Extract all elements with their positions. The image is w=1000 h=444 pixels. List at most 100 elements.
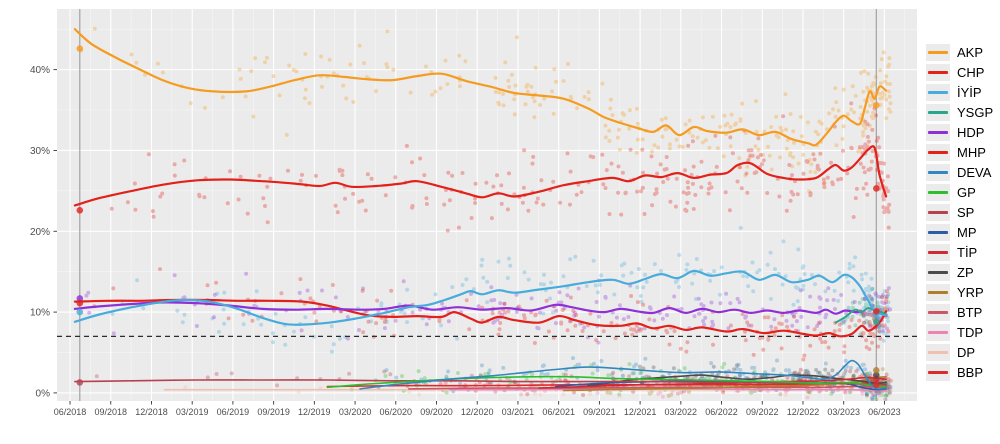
legend-item-TDP: TDP	[926, 324, 993, 341]
legend-label: GP	[957, 185, 976, 200]
trend-line-ZP	[587, 374, 887, 387]
legend-item-BBP: BBP	[926, 364, 993, 381]
legend-item-CHP: CHP	[926, 64, 993, 81]
scatter-AKP	[79, 26, 893, 194]
axis-ticks	[53, 69, 885, 405]
result-dot-MHP	[873, 308, 880, 315]
legend-swatch-DEVA	[928, 171, 948, 174]
legend-item-HDP: HDP	[926, 124, 993, 141]
legend-swatch-MHP	[928, 151, 948, 154]
legend-item-YRP: YRP	[926, 284, 993, 301]
legend-key-SP	[926, 204, 950, 221]
result-dot-HDP	[76, 295, 84, 302]
legend-label: BTP	[957, 305, 983, 320]
result-dot-İYİP	[76, 308, 84, 316]
legend-item-MHP: MHP	[926, 144, 993, 161]
legend-item-SP: SP	[926, 204, 993, 221]
legend-swatch-ZP	[928, 271, 948, 274]
legend-item-AKP: AKP	[926, 44, 993, 61]
x-tick-label: 09/2020	[420, 407, 453, 417]
legend-key-ZP	[926, 264, 950, 281]
x-tick-label: 06/2020	[380, 407, 413, 417]
y-tick-label: 30%	[30, 146, 50, 157]
y-tick-label: 20%	[30, 227, 50, 238]
legend-swatch-BBP	[928, 371, 948, 374]
x-tick-label: 09/2021	[583, 407, 616, 417]
legend-label: TİP	[957, 245, 978, 260]
legend-label: YRP	[957, 285, 984, 300]
legend-label: İYİP	[957, 85, 982, 100]
legend-key-İYİP	[926, 84, 950, 101]
legend-label: DP	[957, 345, 976, 360]
result-dot-CHP	[873, 185, 880, 192]
trend-line-YSGP	[834, 307, 888, 324]
polling-scatter-chart: 06/2018 09/2018 12/2018 03/2019 06/2019 09/20…	[30, 9, 917, 417]
x-tick-label: 06/2018	[54, 407, 87, 417]
legend-key-TİP	[926, 244, 950, 261]
x-tick-label: 03/2021	[502, 407, 535, 417]
legend-swatch-YRP	[928, 291, 948, 294]
x-tick-label: 09/2018	[95, 407, 128, 417]
legend-key-AKP	[926, 44, 950, 61]
legend-key-GP	[926, 184, 950, 201]
legend-key-BTP	[926, 304, 950, 321]
x-tick-label: 12/2018	[135, 407, 168, 417]
result-dot-YSGP	[873, 318, 880, 326]
grid-major	[57, 9, 917, 401]
grid-minor	[57, 9, 917, 401]
legend-swatch-TDP	[928, 331, 948, 334]
x-tick-label: 06/2019	[217, 407, 250, 417]
legend-key-CHP	[926, 64, 950, 81]
trend-line-YRP	[562, 376, 887, 392]
legend-label: MP	[957, 225, 977, 240]
x-tick-label: 03/2019	[176, 407, 209, 417]
x-tick-label: 12/2020	[461, 407, 494, 417]
legend-item-GP: GP	[926, 184, 993, 201]
legend-swatch-İYİP	[928, 91, 948, 94]
legend-item-İYİP: İYİP	[926, 84, 993, 101]
legend-item-TİP: TİP	[926, 244, 993, 261]
legend-swatch-BTP	[928, 311, 948, 314]
legend-label: HDP	[957, 125, 985, 140]
x-tick-label: 06/2022	[705, 407, 738, 417]
legend-label: MHP	[957, 145, 986, 160]
y-axis-labels: 0% 10% 20% 30% 40%	[30, 65, 50, 399]
result-dot-AKP	[76, 45, 84, 52]
legend-label: SP	[957, 205, 975, 220]
y-tick-label: 40%	[30, 65, 50, 76]
trend-line-CHP	[73, 145, 888, 207]
legend-swatch-HDP	[928, 131, 948, 134]
result-dot-AKP	[873, 101, 880, 109]
legend-key-YSGP	[926, 104, 950, 121]
legend-key-MHP	[926, 144, 950, 161]
legend-item-MP: MP	[926, 224, 993, 241]
trend-line-AKP	[73, 28, 888, 147]
legend-item-YSGP: YSGP	[926, 104, 993, 121]
chart-legend: AKP CHP İYİP YSGP HDP MHP DEVA GP SP MP TİP ZP YRP BT…	[926, 44, 993, 381]
legend-label: TDP	[957, 325, 983, 340]
trend-line-MHP	[73, 298, 888, 338]
scatter-CHP	[109, 101, 892, 233]
legend-key-DEVA	[926, 164, 950, 181]
trend-line-İYİP	[73, 269, 888, 326]
legend-label: BBP	[957, 365, 984, 380]
legend-swatch-MP	[928, 231, 948, 234]
legend-key-DP	[926, 344, 950, 361]
trend-line-BTP	[408, 385, 887, 390]
result-dot-YRP	[873, 367, 880, 374]
legend-swatch-TİP	[928, 251, 948, 254]
legend-label: ZP	[957, 265, 974, 280]
legend-swatch-YSGP	[928, 111, 948, 114]
legend-key-TDP	[926, 324, 950, 341]
legend-swatch-AKP	[928, 51, 948, 54]
legend-key-MP	[926, 224, 950, 241]
x-axis-labels: 06/2018 09/2018 12/2018 03/2019 06/2019 09/20…	[54, 407, 901, 417]
result-dot-CHP	[76, 207, 84, 214]
legend-key-YRP	[926, 284, 950, 301]
legend-item-BTP: BTP	[926, 304, 993, 321]
y-tick-label: 10%	[30, 308, 50, 319]
legend-key-HDP	[926, 124, 950, 141]
plot-area	[57, 9, 917, 401]
x-tick-label: 03/2022	[665, 407, 698, 417]
